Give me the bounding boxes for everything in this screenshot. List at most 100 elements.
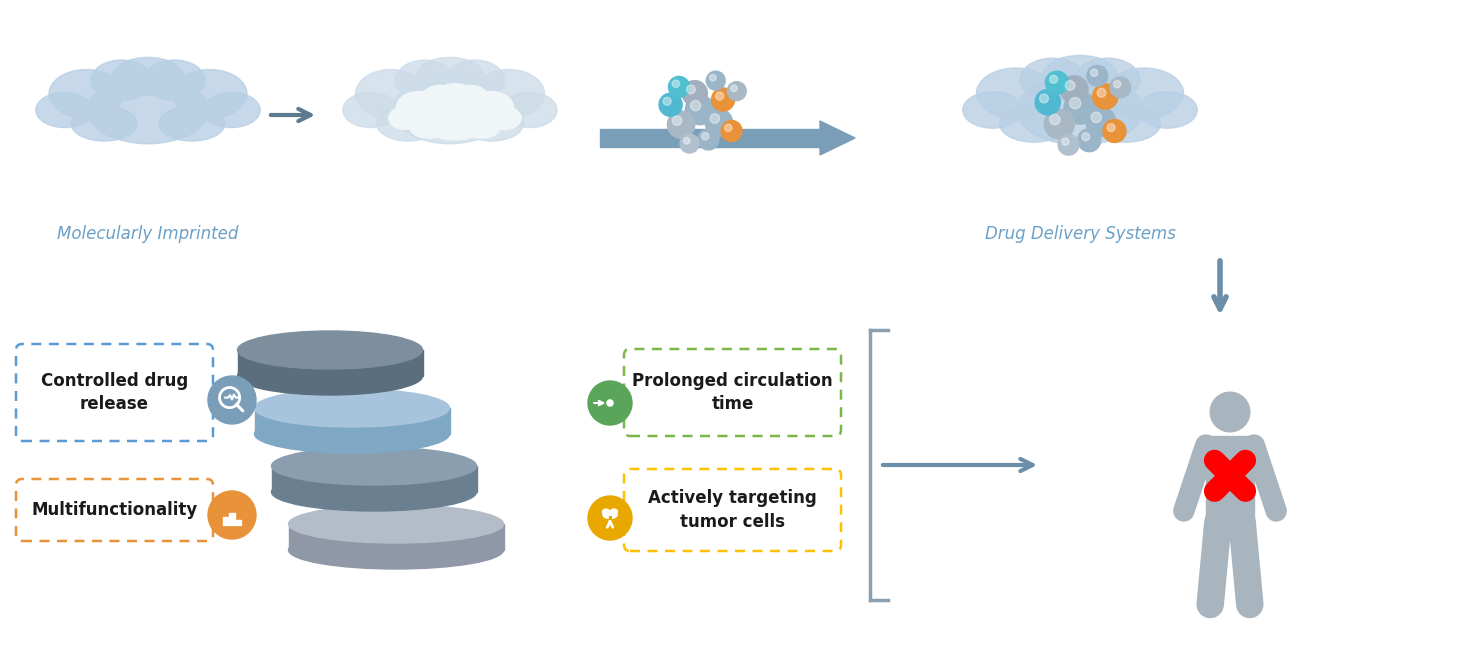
Ellipse shape xyxy=(172,70,247,118)
Ellipse shape xyxy=(488,106,521,129)
Circle shape xyxy=(698,129,719,150)
Circle shape xyxy=(681,134,700,153)
Ellipse shape xyxy=(602,509,610,514)
Circle shape xyxy=(716,92,723,100)
Ellipse shape xyxy=(255,389,449,427)
Ellipse shape xyxy=(237,357,423,395)
Ellipse shape xyxy=(71,106,137,141)
Circle shape xyxy=(1058,134,1078,155)
FancyBboxPatch shape xyxy=(625,349,841,436)
Circle shape xyxy=(672,80,679,88)
Ellipse shape xyxy=(392,76,508,144)
Circle shape xyxy=(1114,80,1121,88)
Circle shape xyxy=(1081,132,1090,140)
Ellipse shape xyxy=(435,84,476,108)
Circle shape xyxy=(691,100,701,111)
Circle shape xyxy=(706,109,732,136)
Ellipse shape xyxy=(255,415,449,453)
Circle shape xyxy=(1091,112,1102,122)
Bar xyxy=(289,524,504,550)
Ellipse shape xyxy=(271,473,476,511)
FancyBboxPatch shape xyxy=(625,469,841,551)
Ellipse shape xyxy=(91,60,152,100)
Circle shape xyxy=(1097,88,1106,97)
Circle shape xyxy=(1046,71,1068,94)
Ellipse shape xyxy=(1137,92,1198,128)
Circle shape xyxy=(685,95,714,124)
Bar xyxy=(600,129,820,147)
Circle shape xyxy=(725,124,732,132)
Ellipse shape xyxy=(203,92,261,128)
Ellipse shape xyxy=(35,92,93,128)
Bar xyxy=(271,466,476,492)
Circle shape xyxy=(682,80,707,106)
Circle shape xyxy=(1108,124,1115,132)
Ellipse shape xyxy=(159,106,225,141)
Circle shape xyxy=(711,88,735,111)
Circle shape xyxy=(1086,107,1115,136)
Circle shape xyxy=(1069,98,1081,109)
Circle shape xyxy=(1065,81,1075,90)
Ellipse shape xyxy=(377,106,439,141)
Circle shape xyxy=(720,120,742,142)
Circle shape xyxy=(710,114,720,123)
Ellipse shape xyxy=(1105,68,1183,118)
Circle shape xyxy=(686,85,695,94)
Circle shape xyxy=(1061,76,1089,104)
Ellipse shape xyxy=(420,96,491,140)
Bar xyxy=(237,350,423,376)
Circle shape xyxy=(1044,109,1074,139)
Ellipse shape xyxy=(1043,56,1117,94)
Ellipse shape xyxy=(1016,75,1143,145)
Circle shape xyxy=(710,74,716,81)
Ellipse shape xyxy=(143,60,205,100)
Circle shape xyxy=(683,137,689,144)
Ellipse shape xyxy=(289,505,504,543)
Ellipse shape xyxy=(421,86,458,112)
Ellipse shape xyxy=(237,331,423,369)
Circle shape xyxy=(1093,84,1118,109)
Ellipse shape xyxy=(87,76,209,144)
Circle shape xyxy=(208,491,256,539)
Text: Actively targeting
tumor cells: Actively targeting tumor cells xyxy=(648,489,818,531)
Circle shape xyxy=(658,93,682,116)
Circle shape xyxy=(672,116,682,125)
Circle shape xyxy=(588,496,632,540)
Ellipse shape xyxy=(461,115,501,138)
Circle shape xyxy=(1040,94,1049,103)
Circle shape xyxy=(701,132,709,140)
Bar xyxy=(230,512,234,524)
Circle shape xyxy=(1087,66,1108,86)
Circle shape xyxy=(731,85,736,92)
Circle shape xyxy=(1050,75,1058,83)
Ellipse shape xyxy=(461,106,523,141)
Circle shape xyxy=(1064,92,1096,124)
Ellipse shape xyxy=(977,68,1055,118)
Bar xyxy=(1206,436,1254,522)
Ellipse shape xyxy=(1021,58,1084,100)
Text: Molecularly Imprinted: Molecularly Imprinted xyxy=(57,225,239,243)
Text: Prolonged circulation
time: Prolonged circulation time xyxy=(632,372,832,413)
Ellipse shape xyxy=(113,58,183,95)
FancyBboxPatch shape xyxy=(16,479,214,541)
Polygon shape xyxy=(820,121,854,155)
Circle shape xyxy=(728,82,747,100)
Bar xyxy=(222,517,228,524)
Circle shape xyxy=(607,400,613,406)
Circle shape xyxy=(1109,77,1131,98)
Text: Multifunctionality: Multifunctionality xyxy=(31,501,197,519)
Ellipse shape xyxy=(396,92,440,123)
Text: Controlled drug
release: Controlled drug release xyxy=(41,372,189,413)
Circle shape xyxy=(1036,90,1061,115)
Ellipse shape xyxy=(49,70,124,118)
Ellipse shape xyxy=(395,60,454,100)
Circle shape xyxy=(1211,392,1249,432)
Ellipse shape xyxy=(389,106,423,129)
Circle shape xyxy=(208,376,256,424)
Ellipse shape xyxy=(963,92,1022,128)
Ellipse shape xyxy=(610,509,617,514)
Ellipse shape xyxy=(271,447,476,485)
Ellipse shape xyxy=(473,70,545,118)
Ellipse shape xyxy=(452,86,489,112)
Bar xyxy=(255,408,449,434)
